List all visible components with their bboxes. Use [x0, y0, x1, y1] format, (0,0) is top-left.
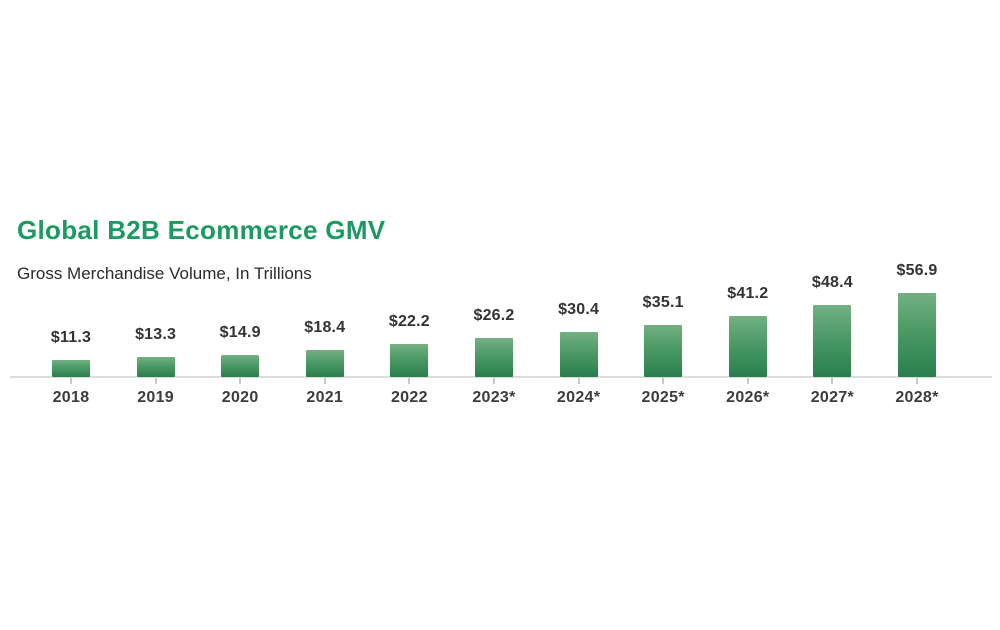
value-label-2027*: $48.4 [811, 274, 853, 291]
bar-2018 [52, 360, 90, 377]
value-label-2018: $11.3 [50, 329, 92, 346]
x-axis-label-2018: 2018 [52, 389, 90, 406]
x-axis-label-2019: 2019 [137, 389, 174, 406]
bar-2028* [898, 293, 936, 377]
x-axis-tick [493, 378, 495, 384]
value-label-2026*: $41.2 [727, 285, 769, 302]
bar-2027* [813, 305, 852, 377]
value-label-2023*: $26.2 [473, 307, 515, 324]
x-axis-tick [154, 378, 157, 384]
x-axis-label-2023*: 2023* [472, 389, 516, 406]
value-label-2021: $18.4 [304, 319, 346, 336]
bar-2022 [390, 344, 429, 377]
x-axis-label-2028*: 2028* [895, 389, 939, 406]
x-axis-tick [408, 378, 411, 384]
x-axis-tick [239, 378, 242, 384]
x-axis-label-2021: 2021 [306, 389, 344, 406]
value-label-2025*: $35.1 [642, 294, 684, 311]
value-label-2019: $13.3 [135, 326, 177, 343]
bar-2019 [136, 357, 175, 377]
x-axis-label-2020: 2020 [221, 389, 259, 406]
x-axis-label-2024*: 2024* [556, 389, 601, 406]
bar-2026* [728, 316, 767, 377]
value-label-2024*: $30.4 [558, 301, 600, 318]
chart-subtitle: Gross Merchandise Volume, In Trillions [17, 264, 312, 283]
value-label-2022: $22.2 [388, 313, 430, 330]
x-axis-label-2025*: 2025* [641, 389, 685, 406]
x-axis-tick [831, 378, 834, 384]
x-axis-tick [70, 378, 72, 384]
x-axis-label-2022: 2022 [390, 389, 428, 406]
x-axis-label-2026*: 2026* [726, 389, 770, 406]
bar-2023* [475, 338, 513, 377]
bar-2021 [305, 350, 344, 377]
bar-2025* [644, 325, 683, 377]
bar-2024* [559, 332, 598, 377]
x-axis-label-2027*: 2027* [810, 389, 855, 406]
x-axis-tick [323, 378, 326, 384]
x-axis-tick [916, 378, 918, 384]
value-label-2028*: $56.9 [896, 262, 938, 279]
x-axis-tick [662, 378, 665, 384]
x-axis-tick [746, 378, 749, 384]
x-axis-tick [577, 378, 580, 384]
x-axis-line [10, 376, 992, 378]
value-label-2020: $14.9 [219, 324, 261, 341]
chart-title: Global B2B Ecommerce GMV [17, 215, 386, 245]
bar-2020 [221, 355, 260, 377]
